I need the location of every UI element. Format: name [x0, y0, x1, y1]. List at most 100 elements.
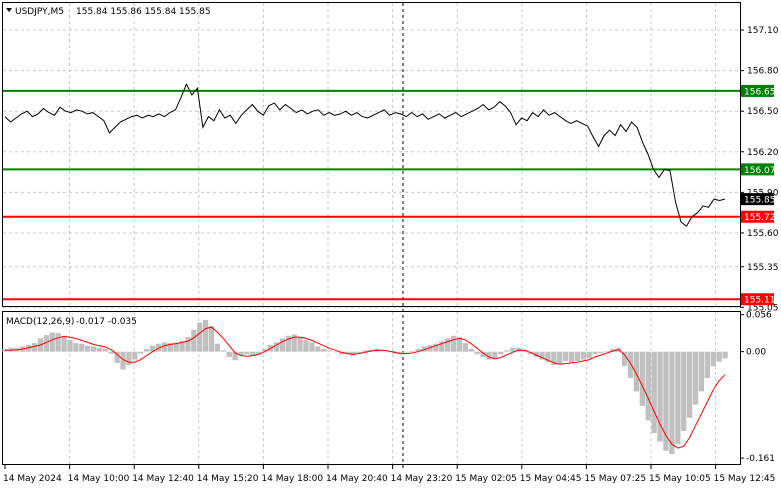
current-price-text: 155.85: [744, 196, 776, 206]
x-tick-label: 15 May 10:05: [649, 474, 711, 484]
macd-bar: [220, 350, 226, 352]
macd-bar: [527, 351, 533, 355]
macd-y-tick-label: 0.00: [746, 348, 766, 358]
macd-histogram: [2, 319, 728, 455]
level-tag-156.07: [741, 163, 774, 176]
macd-bar: [480, 351, 486, 357]
macd-bar: [450, 335, 457, 352]
signal-line: [5, 326, 726, 449]
macd-bar: [197, 322, 203, 352]
macd-bar: [533, 351, 539, 357]
macd-bar: [8, 347, 14, 352]
macd-bar: [504, 350, 510, 352]
macd-bar: [439, 341, 445, 352]
macd-bar: [639, 351, 645, 406]
y-tick-label: 157.10: [747, 26, 779, 36]
level-tag-text: 155.11: [744, 296, 776, 306]
macd-bar: [675, 351, 681, 445]
macd-bar: [279, 338, 285, 352]
x-tick-label: 14 May 2024: [3, 474, 62, 484]
macd-bar: [545, 351, 551, 363]
y-tick-label: 155.05: [747, 303, 779, 313]
macd-bar: [433, 343, 439, 352]
macd-bar: [31, 343, 38, 352]
macd-bar: [604, 351, 610, 352]
macd-bar: [327, 350, 333, 352]
macd-bar: [722, 351, 728, 359]
macd-bar: [486, 351, 492, 360]
macd-bar: [687, 351, 693, 418]
level-labels: 156.65 156.07 155.72 155.11 155.85: [741, 84, 776, 306]
macd-bar: [138, 351, 144, 354]
macd-bar: [43, 335, 49, 352]
macd-bar: [403, 351, 409, 353]
macd-bar: [563, 351, 569, 361]
macd-bar: [698, 351, 705, 392]
macd-bar: [208, 325, 215, 352]
macd-bar: [338, 351, 345, 355]
macd-bar: [716, 351, 722, 362]
macd-bar: [232, 351, 238, 361]
y-tick-label: 156.20: [747, 148, 779, 158]
macd-bar: [380, 350, 386, 352]
macd-bar: [651, 351, 657, 433]
macd-bar: [598, 351, 604, 353]
macd-bar: [386, 351, 392, 353]
macd-bar: [586, 351, 592, 359]
x-tick-label: 15 May 12:45: [714, 474, 776, 484]
triangle-down-icon[interactable]: [6, 8, 12, 12]
x-tick-label: 14 May 18:00: [261, 474, 323, 484]
macd-bar: [114, 351, 120, 363]
symbol-label: USDJPY,M5: [15, 7, 64, 17]
macd-bar: [79, 343, 85, 352]
macd-bar: [362, 350, 368, 352]
macd-bar: [49, 332, 55, 352]
macd-bar: [167, 343, 173, 352]
macd-bar: [55, 333, 61, 352]
macd-bar: [669, 351, 675, 455]
x-tick-label: 15 May 07:25: [584, 474, 646, 484]
x-tick-label: 14 May 10:00: [68, 474, 130, 484]
macd-bar: [633, 351, 640, 392]
macd-bar: [710, 351, 716, 367]
macd-bar: [185, 337, 191, 352]
macd-bar: [610, 349, 616, 352]
macd-label: MACD(12,26,9): [6, 317, 74, 327]
macd-bar: [161, 342, 167, 352]
price-line: [4, 82, 726, 227]
macd-bar: [309, 342, 315, 352]
macd-bar: [244, 351, 250, 355]
x-tick-label: 15 May 04:45: [520, 474, 582, 484]
macd-bar: [303, 339, 309, 352]
macd-bar: [415, 349, 421, 352]
macd-bar: [498, 351, 504, 355]
macd-bar: [144, 349, 150, 352]
x-tick-label: 14 May 23:20: [391, 474, 453, 484]
macd-bar: [462, 343, 468, 352]
macd-bar: [474, 351, 480, 355]
macd-bar: [409, 351, 415, 352]
x-tick-label: 15 May 02:05: [455, 474, 517, 484]
macd-bar: [273, 342, 280, 352]
macd-bar: [704, 351, 710, 379]
price-grid: [3, 3, 740, 308]
time-axis: 14 May 2024 14 May 10:00 14 May 12:40 14 Ma…: [3, 465, 775, 484]
macd-bar: [262, 349, 268, 352]
macd-bar: [692, 351, 699, 405]
macd-bar: [73, 343, 79, 352]
macd-bar: [468, 349, 474, 352]
macd-bar: [627, 351, 634, 379]
price-levels: [3, 89, 740, 301]
ohlc-values: 155.84 155.86 155.84 155.85: [76, 7, 211, 17]
y-tick-label: 155.35: [747, 263, 779, 273]
macd-bar: [574, 351, 581, 361]
macd-bar: [102, 349, 108, 352]
macd-bar: [492, 351, 498, 359]
y-tick-label: 156.80: [747, 67, 779, 77]
macd-bar: [297, 337, 303, 352]
macd-bar: [108, 351, 114, 354]
macd-bar: [149, 345, 156, 352]
macd-bar: [397, 351, 404, 355]
macd-bar: [557, 351, 563, 364]
